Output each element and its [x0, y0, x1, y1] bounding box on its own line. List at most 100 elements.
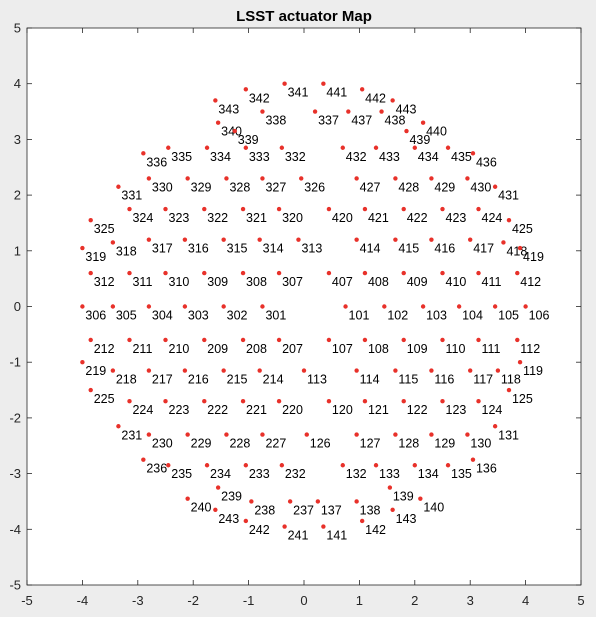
- actuator-label: 431: [498, 189, 519, 203]
- x-tick-label: 4: [522, 593, 529, 608]
- actuator-label: 114: [360, 373, 380, 387]
- actuator-point: [340, 463, 345, 468]
- actuator-point: [440, 206, 445, 212]
- actuator-point: [373, 145, 379, 150]
- actuator-label: 107: [332, 342, 353, 356]
- actuator-point: [110, 240, 116, 245]
- actuator-label: 439: [409, 133, 430, 147]
- actuator-label: 228: [229, 437, 250, 451]
- y-tick-label: -4: [9, 522, 21, 537]
- actuator-label: 139: [393, 490, 414, 504]
- actuator-point: [401, 206, 406, 212]
- y-tick-label: -2: [9, 410, 21, 425]
- actuator-label: 317: [152, 242, 173, 256]
- x-tick-label: -1: [243, 593, 255, 608]
- actuator-point: [362, 270, 368, 276]
- actuator-point: [312, 109, 318, 114]
- actuator-point: [80, 360, 85, 365]
- actuator-point: [185, 432, 190, 437]
- actuator-point: [492, 304, 498, 309]
- actuator-point: [116, 424, 121, 429]
- actuator-label: 415: [398, 242, 419, 256]
- actuator-point: [215, 485, 221, 490]
- actuator-label: 407: [332, 275, 353, 289]
- actuator-label: 313: [301, 242, 322, 256]
- actuator-point: [141, 151, 146, 156]
- actuator-point: [326, 337, 332, 343]
- actuator-label: 440: [426, 125, 447, 139]
- actuator-point: [501, 240, 506, 245]
- actuator-point: [88, 217, 93, 223]
- actuator-point: [429, 368, 434, 373]
- actuator-label: 307: [282, 275, 303, 289]
- actuator-label: 217: [152, 373, 173, 387]
- actuator-label: 218: [116, 373, 137, 387]
- actuator-label: 122: [407, 403, 428, 417]
- actuator-label: 105: [498, 309, 519, 323]
- actuator-label: 136: [476, 462, 497, 476]
- actuator-point: [476, 206, 481, 212]
- actuator-label: 414: [360, 242, 381, 256]
- actuator-point: [260, 176, 265, 181]
- actuator-point: [240, 398, 246, 404]
- actuator-label: 212: [94, 342, 115, 356]
- actuator-point: [401, 398, 406, 404]
- actuator-point: [243, 463, 249, 468]
- actuator-label: 133: [379, 467, 400, 481]
- actuator-point: [232, 128, 237, 134]
- actuator-point: [429, 176, 434, 181]
- actuator-label: 116: [434, 373, 454, 387]
- actuator-label: 110: [446, 342, 466, 356]
- actuator-point: [404, 128, 409, 134]
- actuator-label: 326: [304, 180, 325, 194]
- actuator-point: [326, 206, 332, 212]
- actuator-point: [260, 432, 265, 437]
- actuator-label: 142: [365, 523, 386, 537]
- actuator-label: 331: [121, 189, 142, 203]
- actuator-label: 434: [418, 150, 439, 164]
- actuator-label: 338: [265, 114, 286, 128]
- actuator-label: 420: [332, 211, 353, 225]
- actuator-point: [315, 499, 321, 504]
- actuator-label: 322: [207, 211, 228, 225]
- actuator-label: 113: [307, 373, 327, 387]
- actuator-point: [257, 368, 262, 373]
- actuator-point: [163, 337, 168, 343]
- y-tick-label: -3: [9, 466, 21, 481]
- actuator-label: 333: [249, 150, 270, 164]
- actuator-point: [470, 151, 476, 156]
- x-tick-label: 1: [356, 593, 363, 608]
- actuator-point: [354, 176, 359, 181]
- actuator-label: 323: [169, 211, 190, 225]
- actuator-point: [476, 270, 481, 276]
- actuator-point: [276, 398, 282, 404]
- actuator-point: [224, 176, 229, 181]
- actuator-point: [88, 270, 93, 276]
- actuator-point: [304, 432, 309, 437]
- actuator-point: [110, 304, 116, 309]
- actuator-point: [260, 304, 265, 309]
- actuator-point: [354, 499, 359, 504]
- actuator-label: 316: [188, 242, 209, 256]
- actuator-point: [116, 184, 121, 189]
- actuator-label: 421: [368, 211, 389, 225]
- actuator-point: [127, 270, 132, 276]
- actuator-label: 223: [169, 403, 190, 417]
- actuator-label: 240: [191, 501, 212, 515]
- actuator-point: [476, 398, 481, 404]
- actuator-label: 128: [398, 437, 419, 451]
- actuator-point: [80, 304, 85, 309]
- actuator-point: [146, 304, 152, 309]
- actuator-label: 442: [365, 91, 386, 105]
- actuator-label: 306: [85, 309, 106, 323]
- actuator-point: [221, 237, 226, 242]
- actuator-label: 120: [332, 403, 353, 417]
- actuator-label: 429: [434, 180, 455, 194]
- actuator-point: [296, 237, 301, 242]
- actuator-point: [182, 237, 188, 242]
- actuator-point: [166, 463, 171, 468]
- actuator-label: 103: [426, 309, 447, 323]
- actuator-label: 123: [446, 403, 467, 417]
- actuator-point: [476, 337, 481, 343]
- actuator-point: [276, 270, 282, 276]
